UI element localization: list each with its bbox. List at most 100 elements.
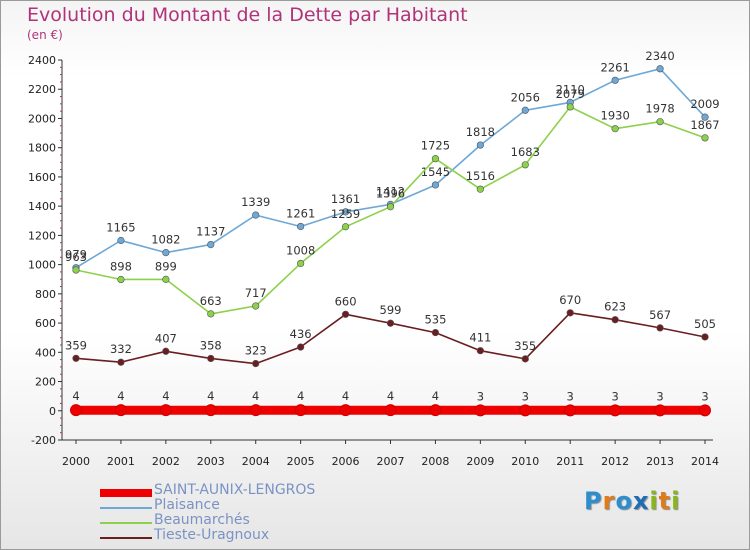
legend-swatch xyxy=(100,489,152,497)
data-label: 359 xyxy=(65,338,87,352)
y-tick-label: 0 xyxy=(49,405,56,418)
x-tick-label: 2009 xyxy=(466,455,494,468)
y-tick-label: 400 xyxy=(35,346,56,359)
data-label: 4 xyxy=(117,389,124,403)
data-label: 323 xyxy=(245,344,267,358)
data-label: 663 xyxy=(200,294,222,308)
chart-subtitle: (en €) xyxy=(27,28,63,42)
data-label: 4 xyxy=(342,389,349,403)
legend-label: SAINT-AUNIX-LENGROS xyxy=(154,482,316,498)
data-label: 2340 xyxy=(645,49,674,63)
data-label: 411 xyxy=(469,331,491,345)
data-point xyxy=(252,359,260,368)
data-point xyxy=(204,404,217,417)
data-label: 1725 xyxy=(421,139,450,153)
data-label: 623 xyxy=(604,300,626,314)
data-point xyxy=(521,355,529,363)
y-tick-label: 1600 xyxy=(28,171,56,184)
data-label: 4 xyxy=(162,389,169,403)
data-label: 1008 xyxy=(286,243,315,257)
series-line-2 xyxy=(75,106,706,315)
data-label: 355 xyxy=(514,339,536,353)
data-label: 4 xyxy=(207,389,214,403)
data-label: 436 xyxy=(290,327,312,341)
y-tick-label: 1800 xyxy=(28,142,56,155)
logo-letter: P xyxy=(584,487,603,515)
data-point xyxy=(611,316,619,324)
data-point xyxy=(117,275,125,284)
data-point xyxy=(72,354,80,362)
data-label: 2261 xyxy=(601,60,630,74)
data-point xyxy=(162,249,170,257)
legend-swatch xyxy=(100,507,152,509)
data-label: 1930 xyxy=(601,109,630,123)
x-tick-label: 2002 xyxy=(152,455,180,468)
data-point xyxy=(564,404,577,417)
data-point xyxy=(701,113,709,121)
x-tick-label: 2001 xyxy=(107,455,135,468)
data-label: 332 xyxy=(110,342,132,356)
data-label: 1082 xyxy=(151,233,180,247)
data-label: 567 xyxy=(649,308,671,322)
data-label: 1867 xyxy=(690,118,719,132)
x-tick-label: 2012 xyxy=(601,455,629,468)
data-point xyxy=(476,141,484,149)
logo-letter: i xyxy=(649,487,659,515)
logo-letter: i xyxy=(671,487,681,515)
data-point xyxy=(476,185,484,193)
proxiti-logo: Proxiti xyxy=(584,487,680,515)
data-point xyxy=(162,275,170,283)
data-label: 4 xyxy=(432,389,439,403)
data-point xyxy=(699,404,711,417)
data-label: 1412 xyxy=(376,184,405,198)
data-label: 1978 xyxy=(645,102,674,116)
data-point xyxy=(341,310,350,318)
data-label: 1683 xyxy=(511,145,540,159)
y-tick-label: 600 xyxy=(35,317,56,330)
data-label: 4 xyxy=(72,389,79,403)
data-point xyxy=(566,103,574,111)
data-label: 1818 xyxy=(466,125,495,139)
data-label: 535 xyxy=(424,313,446,327)
data-point xyxy=(70,404,82,417)
data-point xyxy=(117,358,125,366)
data-point xyxy=(341,223,350,231)
data-label: 599 xyxy=(380,303,402,317)
data-point xyxy=(431,155,440,163)
data-label: 1261 xyxy=(286,206,315,220)
data-point xyxy=(249,404,262,417)
data-point xyxy=(431,328,440,337)
data-point xyxy=(656,118,664,126)
data-label: 4 xyxy=(252,389,259,403)
data-label: 717 xyxy=(245,286,267,300)
data-label: 1361 xyxy=(331,192,360,206)
data-point xyxy=(72,266,80,274)
x-tick-label: 2004 xyxy=(242,455,270,468)
data-point xyxy=(611,76,619,84)
data-point xyxy=(386,203,395,211)
data-point xyxy=(476,347,484,355)
data-label: 899 xyxy=(155,259,177,273)
legend-label: Plaisance xyxy=(154,497,220,513)
chart-title: Evolution du Montant de la Dette par Hab… xyxy=(27,4,468,26)
data-point xyxy=(297,259,305,268)
data-label: 3 xyxy=(477,389,484,403)
legend-swatch xyxy=(100,522,152,524)
y-tick-label: -200 xyxy=(31,434,56,447)
data-point xyxy=(519,404,532,417)
legend-label: Tieste-Uragnoux xyxy=(154,527,270,543)
data-point xyxy=(252,211,260,219)
data-point xyxy=(341,208,350,216)
data-point xyxy=(656,65,664,73)
data-point xyxy=(159,404,172,417)
data-label: 4 xyxy=(387,389,394,403)
data-point xyxy=(339,404,352,417)
x-tick-label: 2011 xyxy=(556,455,584,468)
y-tick-label: 200 xyxy=(35,376,56,389)
data-point xyxy=(521,106,529,114)
data-point xyxy=(654,404,667,417)
y-tick-label: 1000 xyxy=(28,259,56,272)
data-label: 2056 xyxy=(511,90,540,104)
